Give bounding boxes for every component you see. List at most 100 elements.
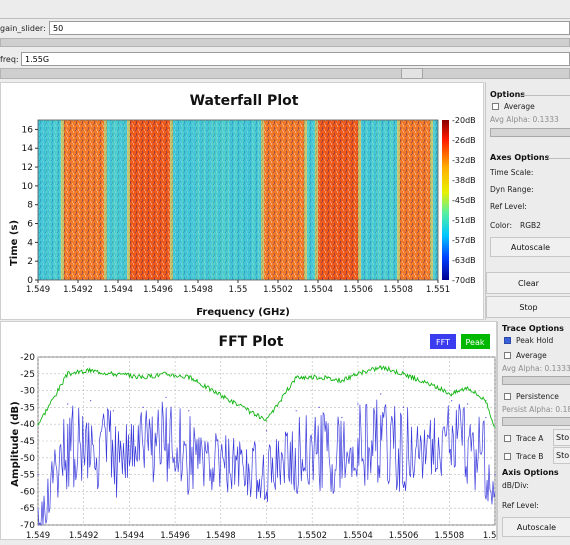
autoscale-button[interactable]: Autoscale	[490, 237, 570, 257]
waterfall-x-tick-label: 1.5508	[383, 285, 413, 295]
persistence-checkbox[interactable]	[504, 393, 511, 400]
fft-data-point	[90, 369, 92, 371]
fft-data-point	[494, 474, 496, 476]
fft-y-tick-label: -45	[20, 437, 35, 447]
colorbar-tick-label: -70dB	[452, 276, 476, 285]
divider	[548, 158, 570, 159]
gain-slider[interactable]	[0, 38, 570, 47]
waterfall-y-tick-label: 10	[22, 182, 34, 192]
avg-alpha-label: Avg Alpha: 0.1333	[490, 115, 559, 124]
fft-data-point	[188, 376, 190, 378]
colorbar-tick-label: -38dB	[452, 176, 476, 185]
db-div-label: dB/Div:	[502, 481, 529, 490]
peak-series-line	[37, 365, 496, 427]
freq-value-input[interactable]: 1.55G	[21, 52, 570, 66]
waterfall-x-tick-label: 1.5492	[63, 285, 93, 295]
colorbar-tick-label: -26dB	[452, 136, 476, 145]
fft-data-point	[295, 410, 297, 412]
trace-a-store-button[interactable]: Sto	[553, 429, 570, 446]
waterfall-x-tick-label: 1.551	[426, 285, 450, 295]
fft-y-tick-label: -65	[20, 504, 35, 514]
trace-options-title: Trace Options	[502, 324, 564, 333]
fft-x-tick-label: 1.5494	[115, 531, 145, 541]
fft-y-tick-label: -20	[20, 353, 35, 363]
fft-x-tick-label: 1.55	[257, 531, 276, 541]
peak-hold-label: Peak Hold	[516, 336, 554, 345]
fft-data-point	[485, 400, 487, 402]
clear-button[interactable]: Clear	[486, 272, 570, 294]
fft-data-point	[318, 376, 320, 378]
fft-data-point	[142, 406, 144, 408]
fft-chart: FFT Plot FFT Peak Amplitude (dB) -20 -25 -…	[10, 334, 507, 541]
ref-level-label: Ref Level:	[490, 202, 527, 211]
divider	[520, 95, 570, 96]
peak-hold-checkbox[interactable]	[504, 337, 511, 344]
fft-ylabel: Amplitude (dB)	[10, 401, 21, 486]
fft-data-point	[485, 416, 487, 419]
gain-value-input[interactable]: 50	[49, 21, 570, 35]
fft-data-point	[37, 474, 39, 476]
waterfall-colorbar	[442, 120, 449, 280]
trace-average-checkbox[interactable]	[504, 352, 511, 359]
trace-average-label: Average	[516, 351, 547, 360]
fft-y-tick-label: -40	[20, 420, 35, 430]
fft-data-point	[295, 376, 297, 378]
persist-alpha-slider[interactable]	[502, 417, 570, 426]
fft-x-tick-label: 1.5508	[434, 531, 464, 541]
fft-data-point	[403, 406, 405, 408]
avg-alpha-slider[interactable]	[490, 128, 570, 137]
fft-x-tick-label: 1.549	[26, 531, 50, 541]
fft-legend-swatch	[430, 334, 456, 349]
axis-options-title: Axis Options	[502, 468, 559, 477]
fft-data-point	[67, 403, 69, 405]
fft-y-tick-label: -25	[20, 370, 35, 380]
waterfall-xlabel: Frequency (GHz)	[196, 307, 290, 318]
waterfall-x-tick-label: 1.5498	[183, 285, 213, 295]
colorbar-tick-label: -20dB	[452, 116, 476, 125]
waterfall-texture	[38, 120, 438, 280]
stop-button[interactable]: Stop	[486, 296, 570, 318]
fft-y-tick-label: -60	[20, 487, 35, 497]
waterfall-x-tick-label: 1.5496	[143, 285, 173, 295]
fft-data-point	[67, 373, 69, 375]
fft-data-point	[403, 373, 405, 375]
freq-slider[interactable]	[0, 68, 570, 79]
divider	[0, 18, 570, 19]
fft-data-point	[112, 410, 114, 412]
freq-label: freq:	[0, 55, 19, 64]
trace-b-checkbox[interactable]	[504, 453, 511, 460]
trace-options-panel: Trace Options Peak Hold Average Avg Alph…	[497, 321, 570, 540]
waterfall-x-tick-label: 1.55	[229, 285, 248, 295]
fft-plot: FFT Plot FFT Peak Amplitude (dB) -20 -25 -…	[0, 321, 507, 541]
trace-a-checkbox[interactable]	[504, 435, 511, 442]
fft-data-point	[165, 396, 167, 398]
trace-autoscale-button[interactable]: Autoscale	[502, 517, 570, 537]
persistence-label: Persistence	[516, 392, 559, 401]
trace-ref-level-label: Ref Level:	[502, 501, 539, 510]
fft-x-tick-label: 1.5502	[297, 531, 327, 541]
fft-data-point	[165, 373, 167, 375]
fft-data-point	[451, 393, 453, 395]
waterfall-x-tick-label: 1.5494	[103, 285, 133, 295]
trace-avg-alpha-label: Avg Alpha: 0.1333	[502, 364, 570, 373]
fft-x-tick-label: 1.5496	[160, 531, 190, 541]
waterfall-x-tick-label: 1.5502	[263, 285, 293, 295]
fft-x-tick-label: 1.5504	[343, 531, 373, 541]
trace-b-store-button[interactable]: Sto	[553, 447, 570, 464]
average-checkbox[interactable]	[492, 103, 499, 110]
fft-data-point	[265, 420, 268, 422]
waterfall-plot: Waterfall Plot Time (s) Frequency (GHz) …	[0, 82, 484, 320]
color-select[interactable]: RGB2	[520, 221, 541, 230]
time-scale-label: Time Scale:	[490, 168, 534, 177]
fft-y-tick-label: -30	[20, 387, 35, 397]
colorbar-tick-label: -32dB	[452, 156, 476, 165]
fft-data-point	[90, 400, 92, 402]
colorbar-tick-label: -63dB	[452, 256, 476, 265]
trace-avg-alpha-slider[interactable]	[502, 376, 570, 385]
fft-x-tick-label: 1.5498	[206, 531, 236, 541]
fft-data-point	[380, 366, 382, 368]
waterfall-x-tick-label: 1.5504	[303, 285, 333, 295]
freq-slider-handle[interactable]	[401, 68, 423, 79]
waterfall-y-tick-label: 14	[22, 144, 34, 154]
fft-data-point	[467, 403, 469, 405]
